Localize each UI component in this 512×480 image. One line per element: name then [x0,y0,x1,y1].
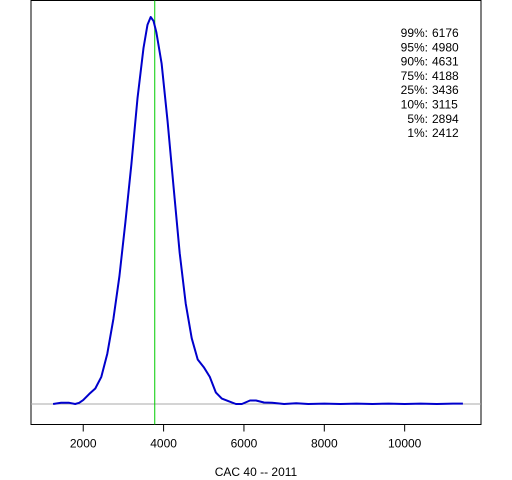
quantile-label: 5%: [407,112,428,126]
quantile-value: 6176 [432,26,459,40]
quantile-value: 3436 [432,83,459,97]
plot-frame [30,0,482,425]
quantile-value: 2412 [432,126,459,140]
x-axis-label: CAC 40 -- 2011 [215,465,298,479]
x-tick-label: 8000 [311,437,338,451]
quantile-label: 99%: [401,26,428,40]
x-axis: 2000 4000 6000 8000 10000 [70,424,422,451]
quantile-value: 2894 [432,112,459,126]
quantile-label: 10%: [401,98,428,112]
quantile-label: 95%: [401,40,428,54]
quantile-label: 90%: [401,55,428,69]
x-tick-label: 2000 [70,437,97,451]
x-tick-label: 6000 [231,437,258,451]
quantile-label: 75%: [401,69,428,83]
quantile-value: 3115 [432,98,458,112]
x-tick-label: 4000 [150,437,177,451]
quantile-annotations: 99%: 6176 95%: 4980 90%: 4631 75%: 4188 25%: 3436… [401,26,459,140]
quantile-label: 1%: [407,126,428,140]
x-tick-label: 10000 [388,437,422,451]
quantile-label: 25%: [401,83,428,97]
quantile-value: 4188 [432,69,459,83]
quantile-value: 4980 [432,40,459,54]
quantile-value: 4631 [432,55,459,69]
density-line [52,16,463,405]
